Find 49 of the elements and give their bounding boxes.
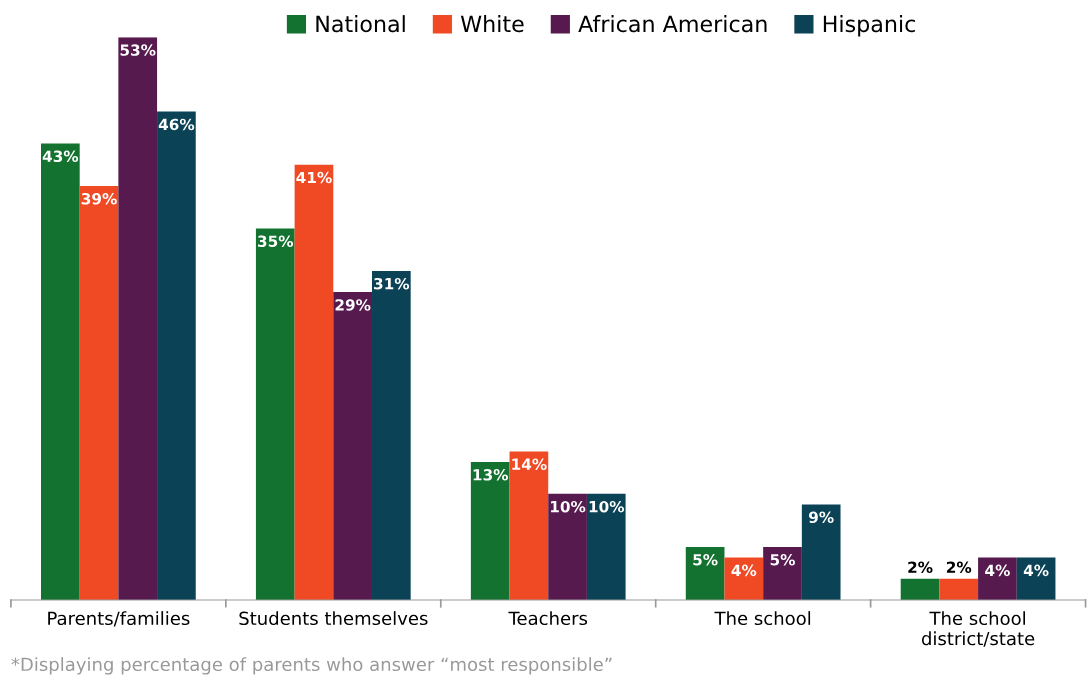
- x-tick-label: Parents/families: [48, 611, 190, 627]
- bar: [333, 292, 372, 601]
- legend-label: White: [460, 15, 524, 33]
- x-tick-label: Students themselves: [239, 611, 428, 626]
- bar: [900, 578, 940, 601]
- legend-label: National: [316, 15, 405, 33]
- data-label: 2%: [946, 561, 972, 574]
- text: *Displaying percentage of parents who answer “most responsible”: [11, 657, 612, 675]
- data-label: 10%: [551, 500, 586, 513]
- bar: [470, 462, 510, 601]
- data-label: 4%: [1023, 564, 1049, 577]
- data-label: 10%: [589, 500, 625, 513]
- x-tick-label: The school district/state: [921, 611, 1035, 647]
- bar: [939, 578, 979, 601]
- data-label: 31%: [374, 277, 410, 290]
- x-tick-label: Teachers: [508, 611, 588, 626]
- data-label: 35%: [258, 235, 294, 247]
- bar: [801, 504, 841, 601]
- bar: [371, 270, 411, 601]
- bar: [548, 493, 587, 601]
- data-label: 4%: [731, 564, 757, 577]
- bar: [255, 228, 295, 601]
- bar: [157, 111, 196, 601]
- data-label: 5%: [693, 553, 718, 566]
- bar: [586, 493, 626, 601]
- data-label: 41%: [296, 171, 332, 184]
- data-label: 5%: [770, 553, 795, 566]
- data-label: 4%: [985, 564, 1010, 577]
- data-label: 2%: [908, 561, 933, 574]
- bar: [724, 557, 764, 601]
- bar: [685, 546, 725, 601]
- data-label: 13%: [473, 469, 508, 481]
- bar: [763, 546, 802, 601]
- bar: [79, 185, 119, 601]
- data-label: 9%: [809, 511, 834, 524]
- bar: [978, 557, 1017, 601]
- legend-label: African American: [578, 15, 767, 33]
- data-label: 43%: [42, 150, 79, 163]
- data-label: 14%: [512, 458, 547, 470]
- bar: [294, 164, 334, 601]
- bar: [118, 37, 158, 601]
- x-tick-label: The school: [714, 611, 811, 626]
- data-label: 29%: [335, 299, 371, 311]
- bar: [509, 451, 549, 601]
- data-label: 46%: [158, 118, 195, 131]
- data-label: 53%: [120, 44, 156, 56]
- bar: [41, 143, 80, 601]
- data-label: 39%: [81, 192, 117, 205]
- legend-label: Hispanic: [823, 15, 915, 37]
